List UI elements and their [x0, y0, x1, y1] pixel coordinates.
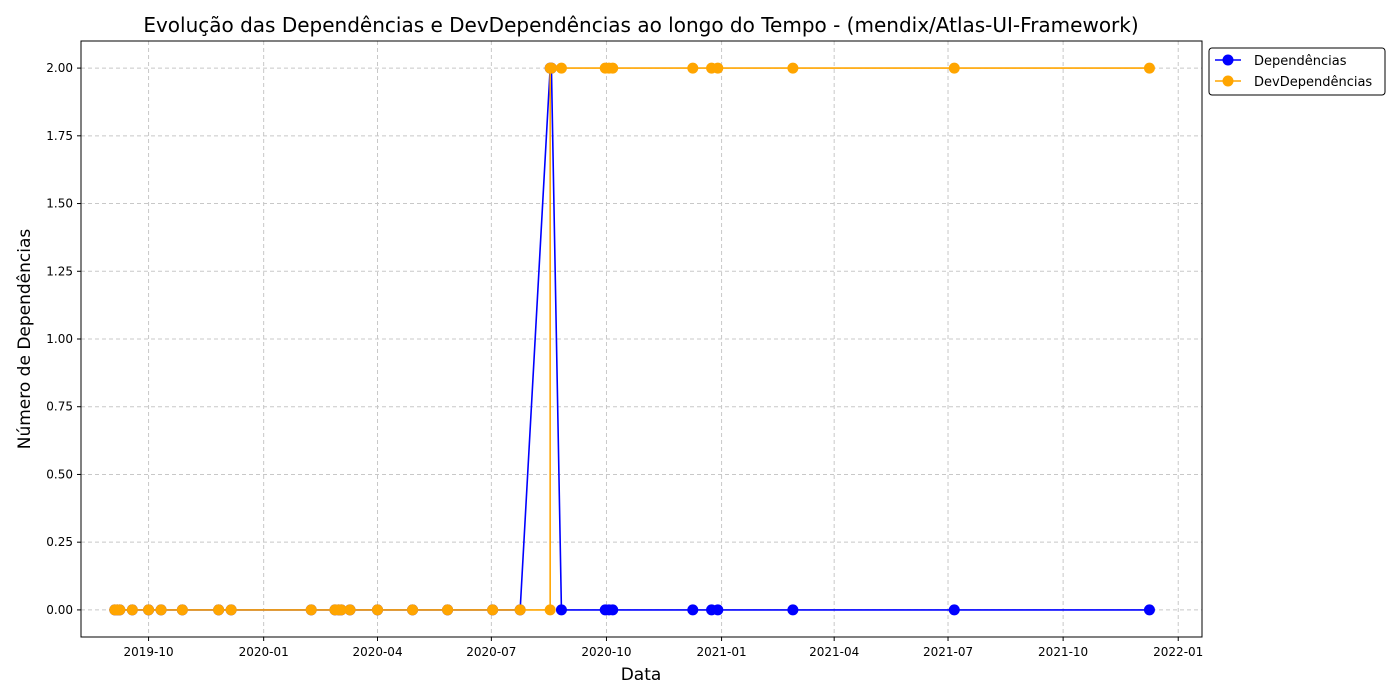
y-tick-label: 1.75	[46, 129, 73, 143]
x-tick-label: 2019-10	[123, 645, 173, 659]
data-point	[1143, 604, 1155, 616]
data-point	[407, 604, 419, 616]
x-tick-label: 2022-01	[1153, 645, 1203, 659]
data-point	[948, 62, 960, 74]
data-point	[555, 604, 567, 616]
y-tick-label: 0.75	[46, 400, 73, 414]
legend-item: DevDependências	[1215, 75, 1372, 90]
legend-label: Dependências	[1254, 54, 1347, 69]
x-tick-label: 2020-01	[239, 645, 289, 659]
data-point	[126, 604, 138, 616]
data-point	[344, 604, 356, 616]
data-point	[442, 604, 454, 616]
x-tick-label: 2021-07	[923, 645, 973, 659]
data-point	[305, 604, 317, 616]
x-tick-label: 2021-01	[697, 645, 747, 659]
y-tick-label: 1.25	[46, 264, 73, 278]
data-point	[687, 62, 699, 74]
data-point	[487, 604, 499, 616]
legend-label: DevDependências	[1254, 75, 1372, 90]
data-point	[155, 604, 167, 616]
data-point	[372, 604, 384, 616]
data-point	[712, 62, 724, 74]
data-point	[544, 604, 556, 616]
data-point	[114, 604, 126, 616]
data-point	[335, 604, 347, 616]
x-tick-label: 2020-07	[466, 645, 516, 659]
data-point	[712, 604, 724, 616]
y-axis-label: Número de Dependências	[15, 229, 35, 450]
legend-marker	[1222, 75, 1234, 87]
data-point	[687, 604, 699, 616]
y-tick-label: 0.00	[46, 603, 73, 617]
y-tick-label: 1.00	[46, 332, 73, 346]
legend-item: Dependências	[1215, 54, 1347, 69]
data-point	[607, 62, 619, 74]
x-axis-label: Data	[621, 665, 662, 685]
data-point	[1143, 62, 1155, 74]
y-tick-label: 0.50	[46, 467, 73, 481]
series-layer	[109, 62, 1155, 616]
series-2	[109, 62, 1155, 616]
data-point	[787, 604, 799, 616]
x-tick-label: 2021-04	[809, 645, 859, 659]
x-tick-label: 2020-04	[352, 645, 402, 659]
data-point	[514, 604, 526, 616]
data-point	[213, 604, 225, 616]
data-point	[225, 604, 237, 616]
y-tick-label: 2.00	[46, 61, 73, 75]
tick-layer: 0.00 0.25 0.50 0.75 1.00 1.25 1.50 1.75 2.00 2019…	[46, 61, 1203, 659]
y-tick-label: 0.25	[46, 535, 73, 549]
legend-marker	[1222, 54, 1234, 66]
legend-box	[1208, 47, 1386, 96]
x-tick-label: 2021-10	[1038, 645, 1088, 659]
data-point	[176, 604, 188, 616]
data-point	[143, 604, 155, 616]
data-point	[607, 604, 619, 616]
chart-title: Evolução das Dependências e DevDependênc…	[143, 13, 1138, 37]
data-point	[555, 62, 567, 74]
data-point	[787, 62, 799, 74]
data-point	[545, 62, 557, 74]
data-point	[948, 604, 960, 616]
legend: Dependências DevDependências	[1208, 47, 1386, 96]
y-tick-label: 1.50	[46, 197, 73, 211]
x-tick-label: 2020-10	[581, 645, 631, 659]
